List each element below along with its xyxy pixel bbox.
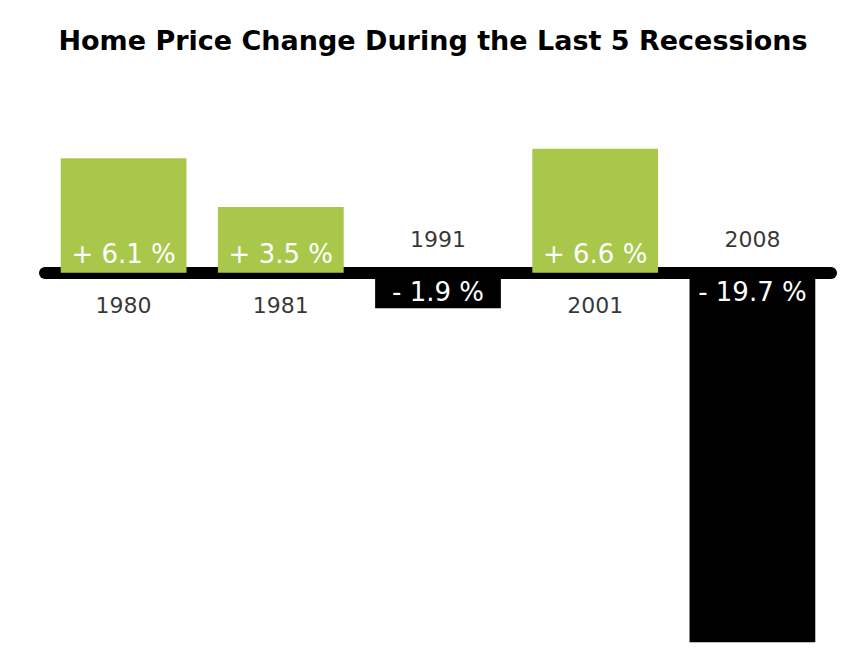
svg-text:- 1.9 %: - 1.9 % xyxy=(392,277,484,307)
svg-text:+ 6.6 %: + 6.6 % xyxy=(543,239,647,269)
svg-text:1991: 1991 xyxy=(410,227,466,252)
svg-text:+ 3.5 %: + 3.5 % xyxy=(229,239,333,269)
svg-text:+ 6.1 %: + 6.1 % xyxy=(71,239,175,269)
svg-text:1980: 1980 xyxy=(96,293,152,318)
svg-text:- 19.7 %: - 19.7 % xyxy=(698,277,807,307)
svg-text:Home Price Change During the L: Home Price Change During the Last 5 Rece… xyxy=(58,25,807,56)
svg-text:2008: 2008 xyxy=(724,227,780,252)
svg-text:1981: 1981 xyxy=(253,293,309,318)
svg-text:2001: 2001 xyxy=(567,293,623,318)
